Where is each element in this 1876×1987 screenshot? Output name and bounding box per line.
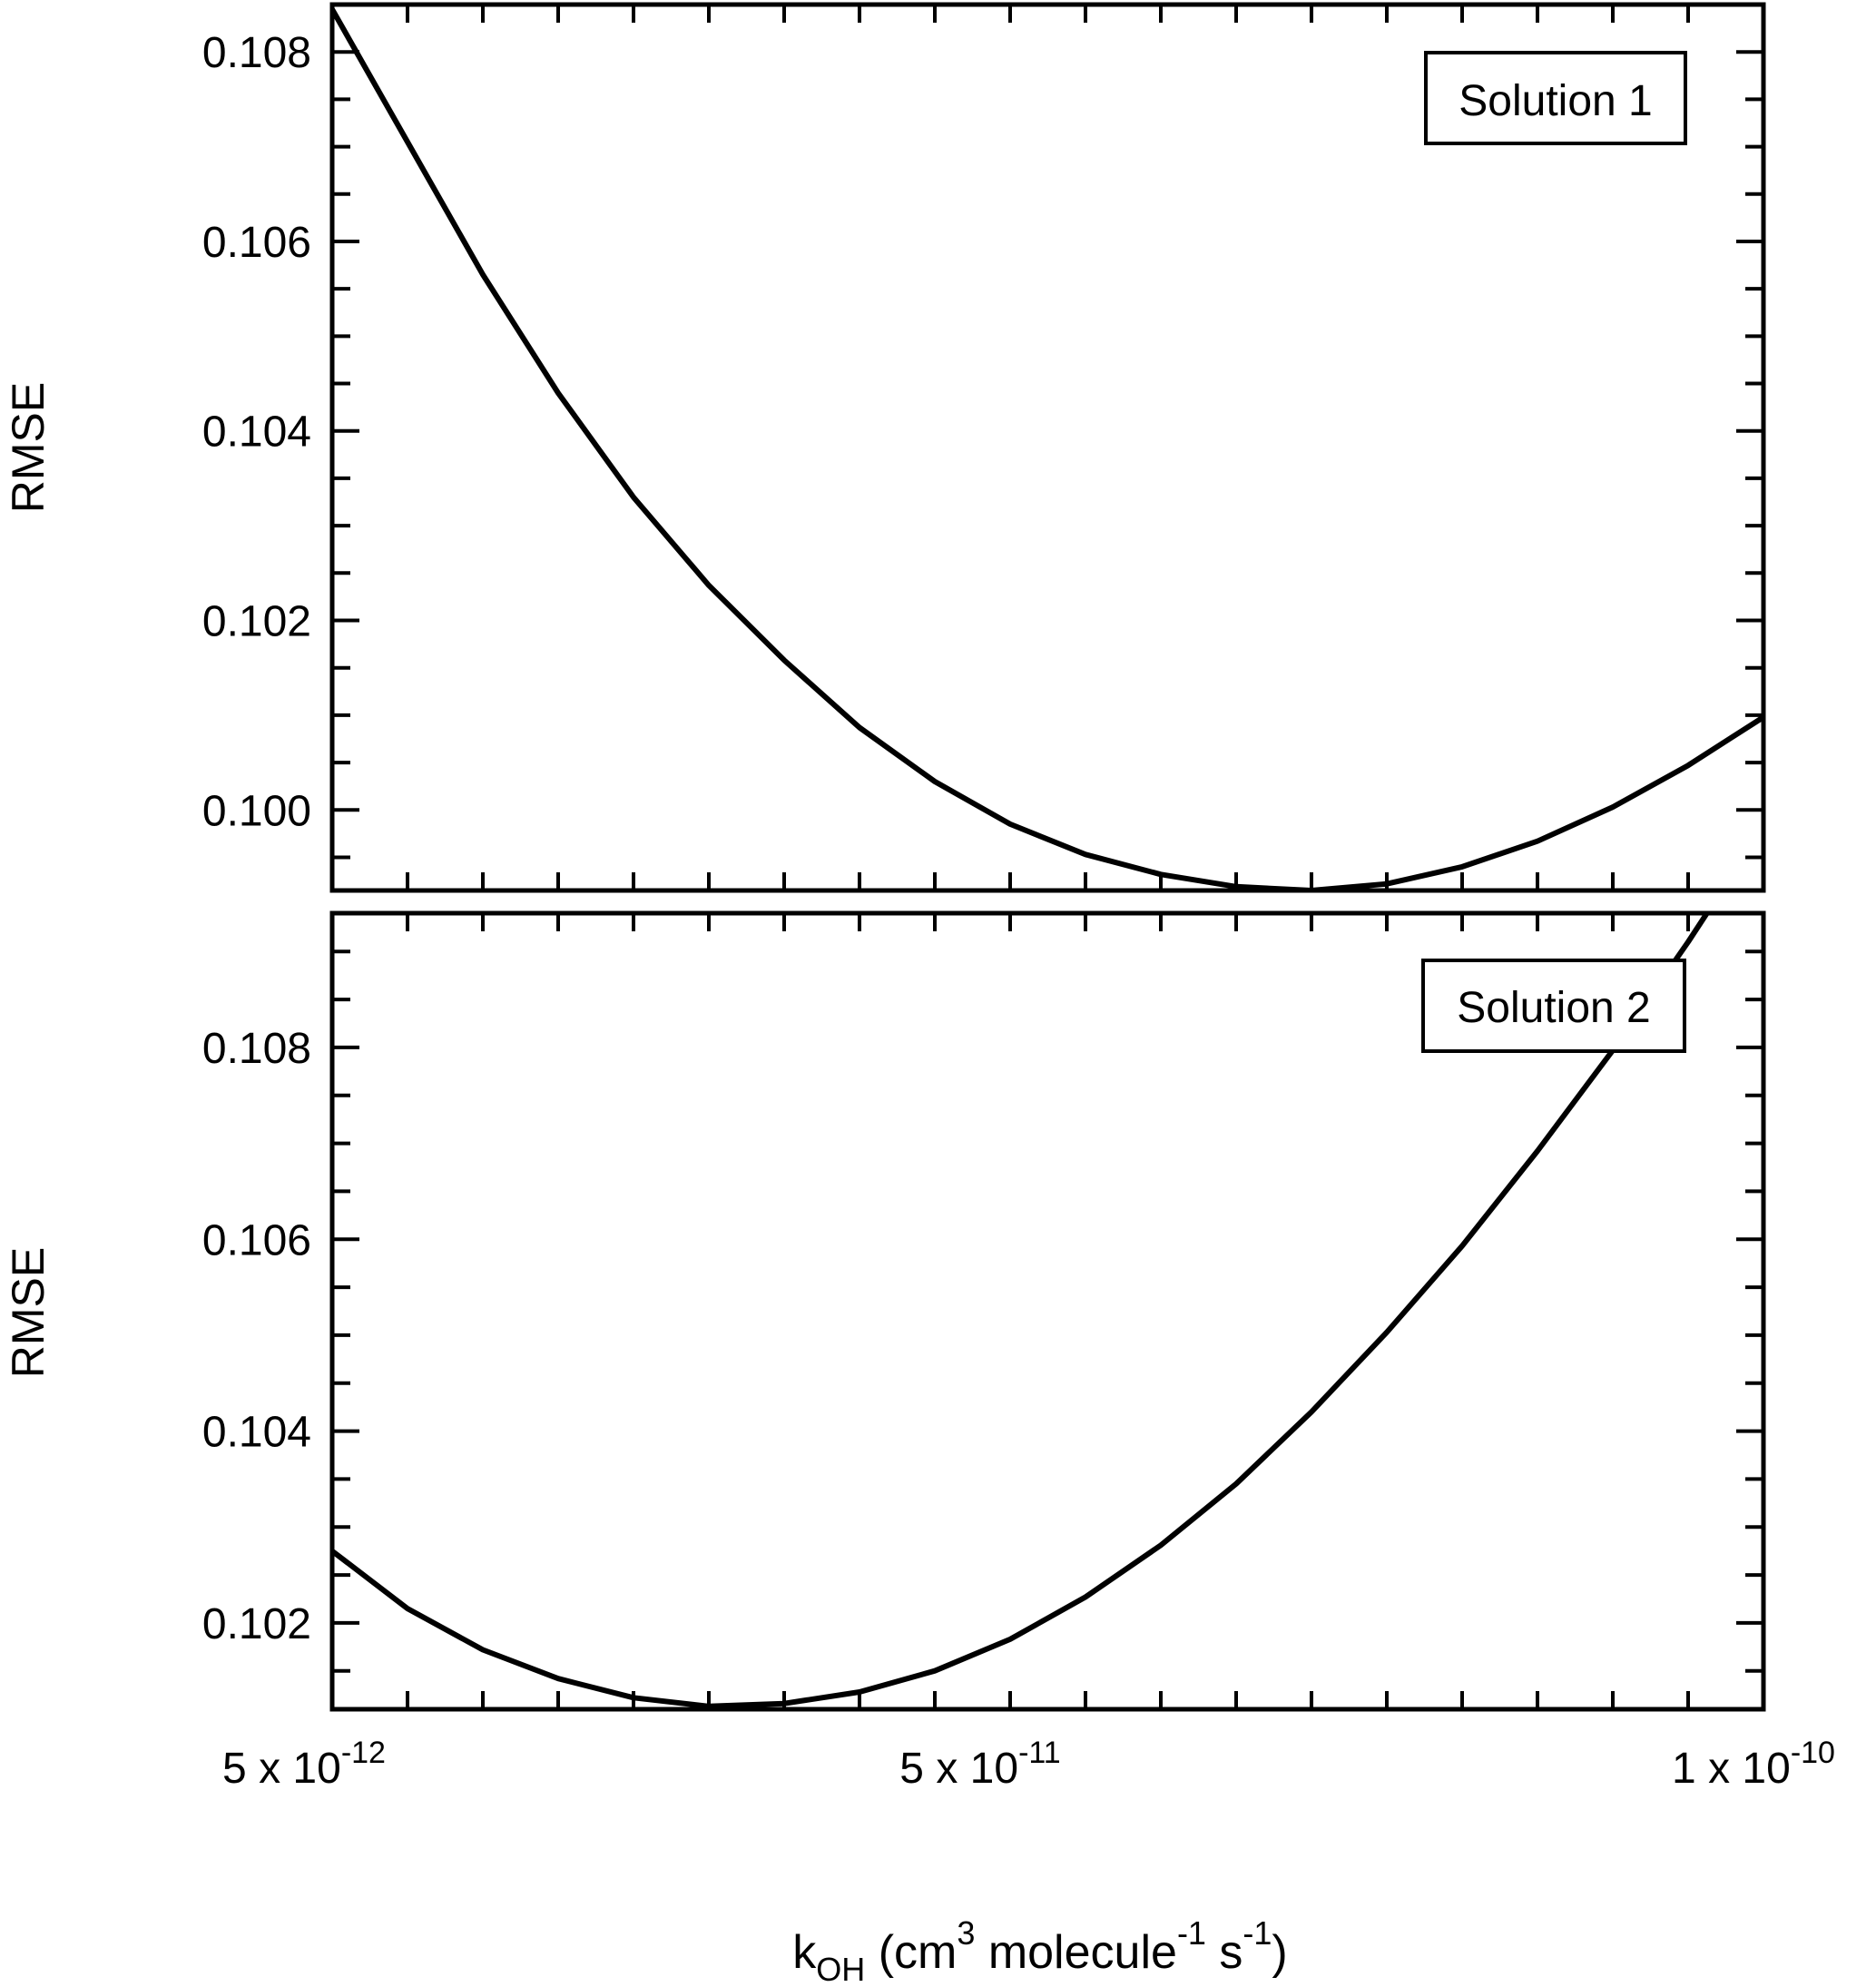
x-tick-label-1e-10: 1 x 10-10 (1672, 1736, 1835, 1793)
bottom-plot-frame (329, 910, 1766, 1712)
bottom-label-text: Solution 2 (1457, 984, 1651, 1032)
y-tick-label: 0.108 (202, 1025, 311, 1073)
y-tick-label: 0.102 (202, 1600, 311, 1648)
x-tick-label-5e-12: 5 x 10-12 (222, 1736, 386, 1793)
bottom-y-tick-labels: 0.102 0.104 0.106 0.108 (202, 1025, 311, 1648)
bottom-y-axis-label: RMSE (3, 1247, 54, 1378)
x-axis-label: kOH (cm3 molecule-1 s-1) (792, 1914, 1288, 1987)
y-tick-label: 0.106 (202, 1216, 311, 1264)
top-rmse-line (332, 7, 1763, 890)
x-tick-labels: 5 x 10-12 5 x 10-11 1 x 10-10 (222, 1736, 1835, 1793)
y-tick-label: 0.102 (202, 598, 311, 646)
bottom-tick-marks (332, 913, 1763, 1709)
top-tick-marks (332, 5, 1763, 890)
y-tick-label: 0.108 (202, 29, 311, 77)
bottom-label-box (1421, 959, 1686, 1053)
y-tick-label: 0.100 (202, 787, 311, 835)
top-plot-frame (329, 2, 1766, 893)
bottom-panel: 0.102 0.104 0.106 0.108 Solution 2 RMSE (3, 910, 1766, 1712)
top-label-text: Solution 1 (1459, 77, 1653, 125)
bottom-rmse-line (332, 913, 1711, 1709)
top-panel: 0.100 0.102 0.104 0.106 0.108 Solution 1 RMS… (3, 2, 1766, 893)
top-y-axis-label: RMSE (3, 382, 54, 513)
y-tick-label: 0.104 (202, 1409, 311, 1457)
y-tick-label: 0.104 (202, 408, 311, 457)
top-y-tick-labels: 0.100 0.102 0.104 0.106 0.108 (202, 29, 311, 835)
x-tick-label-5e-11: 5 x 10-11 (899, 1736, 1060, 1793)
y-tick-label: 0.106 (202, 219, 311, 267)
top-label-box (1424, 51, 1687, 145)
